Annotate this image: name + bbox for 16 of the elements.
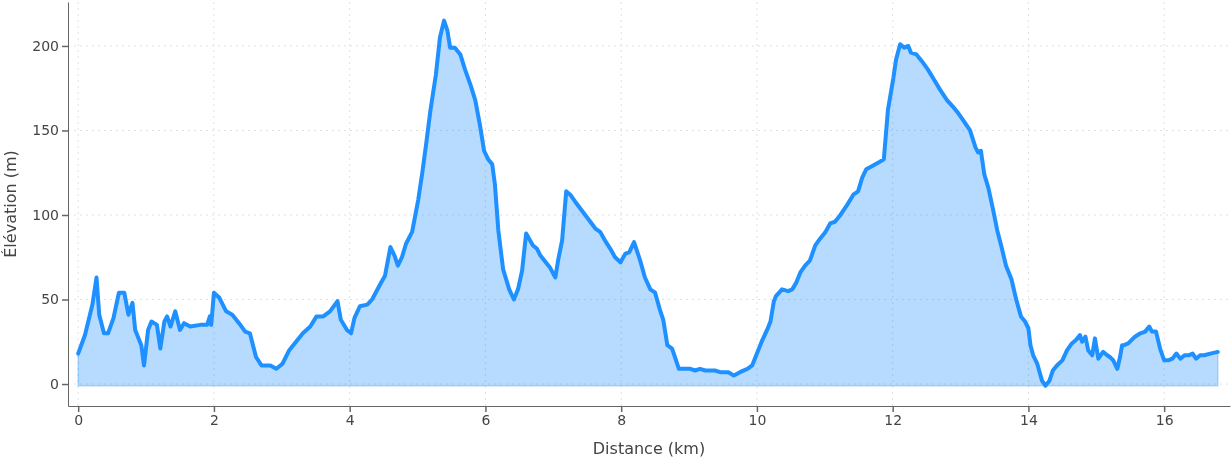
x-tick-label: 12 xyxy=(884,411,903,428)
x-tick-label: 14 xyxy=(1020,411,1038,428)
y-tick-label: 50 xyxy=(41,291,59,308)
x-tick-label: 4 xyxy=(345,411,355,428)
y-tick-label: 200 xyxy=(32,37,59,54)
y-axis-title: Élévation (m) xyxy=(1,150,20,258)
x-tick-label: 10 xyxy=(748,411,767,428)
y-tick-label: 150 xyxy=(32,122,59,139)
x-axis-title: Distance (km) xyxy=(592,439,706,458)
x-tick-label: 2 xyxy=(209,411,219,428)
y-tick-label: 100 xyxy=(32,206,59,223)
y-tick-label: 0 xyxy=(50,376,59,393)
x-tick-label: 6 xyxy=(481,411,491,428)
x-tick-label: 16 xyxy=(1155,411,1174,428)
x-tick-label: 0 xyxy=(74,411,84,428)
x-tick-label: 8 xyxy=(617,411,627,428)
